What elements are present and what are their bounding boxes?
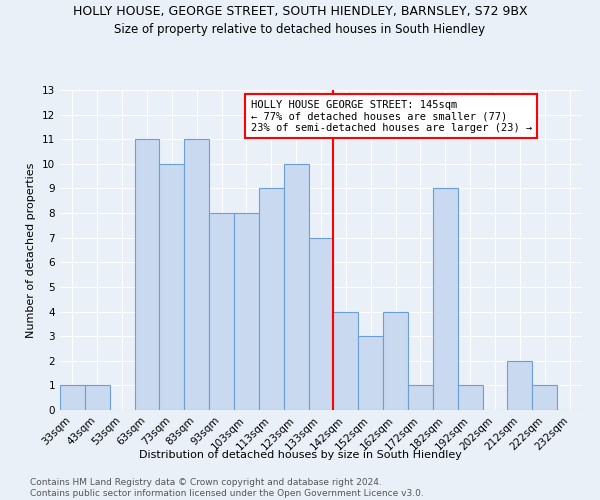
Bar <box>60 386 85 410</box>
Bar <box>358 336 383 410</box>
Bar <box>458 386 482 410</box>
Bar <box>308 238 334 410</box>
Bar <box>383 312 408 410</box>
Text: Contains HM Land Registry data © Crown copyright and database right 2024.
Contai: Contains HM Land Registry data © Crown c… <box>30 478 424 498</box>
Bar <box>234 213 259 410</box>
Bar <box>160 164 184 410</box>
Bar <box>209 213 234 410</box>
Bar <box>184 139 209 410</box>
Bar <box>408 386 433 410</box>
Bar <box>508 361 532 410</box>
Bar <box>134 139 160 410</box>
Bar <box>85 386 110 410</box>
Text: HOLLY HOUSE GEORGE STREET: 145sqm
← 77% of detached houses are smaller (77)
23% : HOLLY HOUSE GEORGE STREET: 145sqm ← 77% … <box>251 100 532 133</box>
Text: Size of property relative to detached houses in South Hiendley: Size of property relative to detached ho… <box>115 22 485 36</box>
Text: Distribution of detached houses by size in South Hiendley: Distribution of detached houses by size … <box>139 450 461 460</box>
Bar <box>284 164 308 410</box>
Bar <box>532 386 557 410</box>
Y-axis label: Number of detached properties: Number of detached properties <box>26 162 37 338</box>
Bar <box>433 188 458 410</box>
Text: HOLLY HOUSE, GEORGE STREET, SOUTH HIENDLEY, BARNSLEY, S72 9BX: HOLLY HOUSE, GEORGE STREET, SOUTH HIENDL… <box>73 5 527 18</box>
Bar <box>259 188 284 410</box>
Bar <box>334 312 358 410</box>
